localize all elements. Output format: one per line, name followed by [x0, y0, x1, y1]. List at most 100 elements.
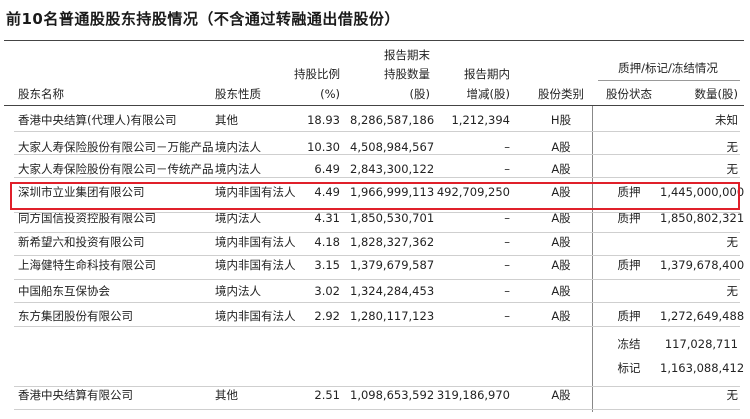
- header-nature: 股东性质: [215, 87, 261, 101]
- cell-name: 香港中央结算有限公司: [18, 388, 133, 402]
- header-qty-line1: 报告期末: [384, 48, 430, 62]
- row-separator: [14, 131, 740, 132]
- table-row: 香港中央结算(代理人)有限公司 其他 18.93 8,286,587,186 1,212…: [0, 108, 750, 132]
- header-name: 股东名称: [18, 87, 64, 101]
- cell-name: 同方国信投资控股有限公司: [18, 211, 156, 225]
- cell-amount: 1,272,649,488: [660, 309, 745, 323]
- cell-ratio: 3.15: [314, 258, 340, 272]
- cell-name: 大家人寿保险股份有限公司－传统产品: [18, 162, 214, 176]
- cell-qty: 1,850,530,701: [350, 211, 435, 225]
- header-ratio-line1: 持股比例: [294, 67, 340, 81]
- header-top-rule: [4, 40, 744, 41]
- table-header: 股东名称 股东性质 持股比例 (%) 报告期末 持股数量 (股) 报告期内 增减…: [0, 40, 750, 106]
- row-separator: [14, 302, 740, 303]
- header-group-rule: [598, 80, 740, 81]
- table-row: 新希望六和投资有限公司 境内非国有法人 4.18 1,828,327,362 – A股 无: [0, 230, 750, 254]
- cell-ratio: 2.51: [314, 388, 340, 402]
- cell-status: 标记: [617, 361, 641, 375]
- table-row: 标记 1,163,088,412: [0, 356, 750, 380]
- cell-name: 东方集团股份有限公司: [18, 309, 133, 323]
- table-row: 深圳市立业集团有限公司 境内非国有法人 4.49 1,966,999,113 492,7…: [0, 180, 750, 204]
- cell-ratio: 3.02: [314, 284, 340, 298]
- cell-amount: 未知: [715, 113, 738, 127]
- cell-nature: 境内非国有法人: [215, 185, 296, 199]
- cell-qty: 1,828,327,362: [350, 235, 435, 249]
- row-separator: [14, 279, 740, 280]
- cell-change: –: [504, 309, 510, 323]
- cell-nature: 境内非国有法人: [215, 309, 296, 323]
- cell-qty: 4,508,984,567: [350, 140, 435, 154]
- header-change-line1: 报告期内: [464, 67, 510, 81]
- cell-amount: 117,028,711: [664, 337, 738, 351]
- table-row: 香港中央结算有限公司 其他 2.51 1,098,653,592 319,186,970…: [0, 383, 750, 407]
- cell-class: A股: [551, 388, 571, 402]
- header-class: 股份类别: [538, 87, 584, 101]
- cell-change: –: [504, 211, 510, 225]
- cell-change: –: [504, 258, 510, 272]
- cell-ratio: 2.92: [314, 309, 340, 323]
- cell-ratio: 18.93: [307, 113, 340, 127]
- cell-class: H股: [550, 113, 572, 127]
- cell-amount: 1,850,802,321: [660, 211, 745, 225]
- cell-status: 冻结: [617, 337, 641, 351]
- header-ratio-line2: (%): [320, 87, 340, 101]
- header-amount: 数量(股): [694, 87, 738, 101]
- table-row: 中国船东互保协会 境内法人 3.02 1,324,284,453 – A股 无: [0, 279, 750, 303]
- highlight-box: [10, 182, 740, 210]
- row-separator: [14, 177, 740, 178]
- row-separator: [14, 326, 740, 327]
- header-qty-line2: 持股数量: [384, 67, 430, 81]
- cell-amount: 无: [726, 284, 739, 298]
- cell-qty: 8,286,587,186: [350, 113, 435, 127]
- cell-name: 上海健特生命科技有限公司: [18, 258, 156, 272]
- cell-class: A股: [551, 162, 571, 176]
- cell-nature: 境内法人: [215, 284, 261, 298]
- cell-class: A股: [551, 211, 571, 225]
- cell-name: 中国船东互保协会: [18, 284, 110, 298]
- cell-change: 492,709,250: [436, 185, 510, 199]
- cell-nature: 境内法人: [215, 162, 261, 176]
- cell-ratio: 4.31: [314, 211, 340, 225]
- header-bottom-rule: [4, 105, 744, 106]
- cell-change: –: [504, 162, 510, 176]
- cell-qty: 1,966,999,113: [350, 185, 435, 199]
- cell-amount: 无: [726, 235, 739, 249]
- cell-change: 319,186,970: [436, 388, 510, 402]
- table-row: 大家人寿保险股份有限公司－传统产品 境内法人 6.49 2,843,300,122 – A…: [0, 157, 750, 181]
- table-row: 同方国信投资控股有限公司 境内法人 4.31 1,850,530,701 – A股 质押 1,…: [0, 206, 750, 230]
- cell-qty: 1,098,653,592: [350, 388, 435, 402]
- cell-amount: 1,445,000,000: [660, 185, 745, 199]
- cell-ratio: 10.30: [307, 140, 340, 154]
- cell-status: 质押: [617, 185, 641, 199]
- row-separator: [14, 255, 740, 256]
- cell-class: A股: [551, 309, 571, 323]
- cell-amount: 1,379,678,400: [660, 258, 745, 272]
- header-pledge-group: 质押/标记/冻结情况: [618, 61, 718, 75]
- table-row: 东方集团股份有限公司 境内非国有法人 2.92 1,280,117,123 – A股 质押 1…: [0, 304, 750, 328]
- cell-ratio: 4.49: [314, 185, 340, 199]
- header-qty-line3: (股): [409, 87, 430, 101]
- cell-class: A股: [551, 284, 571, 298]
- cell-nature: 境内法人: [215, 140, 261, 154]
- table-row: 大家人寿保险股份有限公司－万能产品 境内法人 10.30 4,508,984,567 –…: [0, 135, 750, 159]
- cell-nature: 其他: [215, 113, 238, 127]
- cell-name: 大家人寿保险股份有限公司－万能产品: [18, 140, 214, 154]
- cell-qty: 1,280,117,123: [350, 309, 435, 323]
- cell-ratio: 6.49: [314, 162, 340, 176]
- cell-amount: 无: [726, 388, 739, 402]
- row-separator: [14, 232, 740, 233]
- table-row: 冻结 117,028,711: [0, 332, 750, 356]
- table-title: 前10名普通股股东持股情况（不含通过转融通出借股份）: [6, 10, 400, 28]
- cell-name: 新希望六和投资有限公司: [18, 235, 145, 249]
- cell-amount: 无: [726, 140, 739, 154]
- cell-nature: 其他: [215, 388, 238, 402]
- cell-change: –: [504, 235, 510, 249]
- row-separator: [14, 386, 740, 387]
- cell-change: –: [504, 140, 510, 154]
- cell-nature: 境内法人: [215, 211, 261, 225]
- cell-name: 深圳市立业集团有限公司: [18, 185, 145, 199]
- cell-change: –: [504, 284, 510, 298]
- cell-qty: 2,843,300,122: [350, 162, 435, 176]
- cell-nature: 境内非国有法人: [215, 258, 296, 272]
- cell-status: 质押: [617, 258, 641, 272]
